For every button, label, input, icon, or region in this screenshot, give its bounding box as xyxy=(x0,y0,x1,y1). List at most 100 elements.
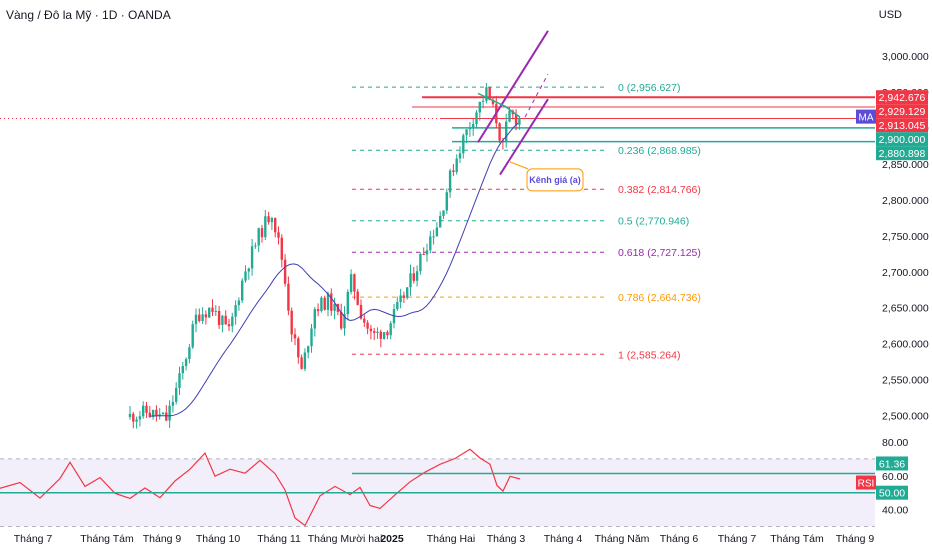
candle-body xyxy=(171,401,175,406)
rsi-badge-label: 61.36 xyxy=(879,458,905,470)
candle-body xyxy=(181,366,184,374)
price-badge-2 xyxy=(876,118,928,133)
candle-body xyxy=(514,114,518,125)
candle-body xyxy=(485,87,488,101)
candle-body xyxy=(455,158,458,173)
candle-body xyxy=(406,287,409,298)
candle-body xyxy=(498,123,501,141)
fib-label-2: 0.382 (2,814.766) xyxy=(618,184,701,196)
candle-body xyxy=(488,87,491,101)
time-tick-label: Tháng 9 xyxy=(143,533,182,545)
price-badge-0 xyxy=(876,90,928,105)
candle-body xyxy=(478,101,481,113)
fib-label-4: 0.618 (2,727.125) xyxy=(618,247,701,259)
candle-body xyxy=(491,100,495,105)
candle-body xyxy=(333,303,336,311)
candle-body xyxy=(227,324,231,327)
candle-body xyxy=(402,295,406,298)
candle-body xyxy=(135,419,138,422)
candle-body xyxy=(442,210,445,216)
rsi-tick-label: 80.00 xyxy=(882,437,908,449)
candle-body xyxy=(475,112,478,125)
candle-body xyxy=(518,118,521,125)
candle-body xyxy=(425,250,429,255)
candle-body xyxy=(419,254,422,272)
candle-body xyxy=(412,273,415,281)
candle-body xyxy=(132,413,135,422)
candle-body xyxy=(303,352,307,369)
candle-body xyxy=(254,245,257,247)
candle-body xyxy=(422,254,425,256)
fib-label-6: 1 (2,585.264) xyxy=(618,349,680,361)
candle-body xyxy=(343,314,346,329)
candle-body xyxy=(287,283,290,311)
candle-body xyxy=(161,412,165,415)
rsi-tag xyxy=(856,475,876,490)
candle-body xyxy=(151,409,155,417)
time-tick-label: Tháng Hai xyxy=(427,533,475,545)
candle-body xyxy=(363,318,366,323)
candle-body xyxy=(409,273,412,288)
price-badge-label: 2,942.676 xyxy=(879,92,926,104)
candle-body xyxy=(330,293,333,311)
price-tick-label: 3,000.000 xyxy=(882,51,929,63)
candle-body xyxy=(472,124,475,128)
candle-body xyxy=(155,409,158,417)
channel-lower-line[interactable] xyxy=(499,98,549,176)
price-tick-label: 2,600.000 xyxy=(882,339,929,351)
candle-body xyxy=(465,129,468,136)
price-badge-1 xyxy=(876,104,928,119)
candle-body xyxy=(448,170,452,193)
time-tick-label: Tháng 7 xyxy=(718,533,757,545)
fib-label-5: 0.786 (2,664.736) xyxy=(618,292,701,304)
fib-label-3: 0.5 (2,770.946) xyxy=(618,216,689,228)
annotation-box[interactable] xyxy=(526,168,584,192)
price-tick-label: 2,700.000 xyxy=(882,267,929,279)
time-tick-label: Tháng 3 xyxy=(487,533,526,545)
annotation-pointer xyxy=(509,161,529,170)
candle-body xyxy=(267,216,270,223)
price-tick-label: 2,650.000 xyxy=(882,303,929,315)
candle-body xyxy=(353,274,356,292)
candle-body xyxy=(373,331,376,333)
candle-body xyxy=(389,323,392,336)
candle-body xyxy=(168,405,171,421)
time-tick-label: Tháng Tám xyxy=(770,533,824,545)
candle-body xyxy=(175,387,178,402)
annotation-label: Kênh giá (a) xyxy=(529,175,581,185)
candle-body xyxy=(188,347,191,360)
time-tick-label: Tháng 6 xyxy=(660,533,699,545)
time-tick-label: Tháng Tám xyxy=(80,533,134,545)
candle-body xyxy=(435,227,439,237)
candle-body xyxy=(376,331,379,333)
candle-body xyxy=(221,315,224,326)
candle-body xyxy=(297,338,300,358)
candle-body xyxy=(208,307,211,318)
candle-body xyxy=(214,310,217,312)
candle-body xyxy=(458,153,462,159)
candle-body xyxy=(237,300,241,306)
candle-body xyxy=(382,332,386,339)
price-tick-label: 2,500.000 xyxy=(882,411,929,423)
candle-body xyxy=(191,324,194,348)
candle-body xyxy=(481,100,485,102)
time-tick-label: Tháng Năm xyxy=(595,533,650,545)
time-tick-label: Tháng 7 xyxy=(14,533,53,545)
candle-body xyxy=(244,271,247,281)
time-tick-label: Tháng 11 xyxy=(257,533,301,545)
candle-body xyxy=(241,280,244,301)
price-tick-label: 2,850.000 xyxy=(882,159,929,171)
currency-label: USD xyxy=(878,9,902,21)
candle-body xyxy=(369,328,373,332)
rsi-badge-0 xyxy=(876,456,908,471)
time-tick-label: Tháng 10 xyxy=(196,533,241,545)
candle-body xyxy=(429,236,432,251)
candle-body xyxy=(399,295,402,303)
channel-upper-line[interactable] xyxy=(477,30,549,143)
time-tick-label: 2025 xyxy=(380,533,404,545)
rsi-badge-1 xyxy=(876,485,908,500)
candle-body xyxy=(468,127,472,130)
candle-body xyxy=(270,218,274,223)
candle-body xyxy=(231,316,234,327)
